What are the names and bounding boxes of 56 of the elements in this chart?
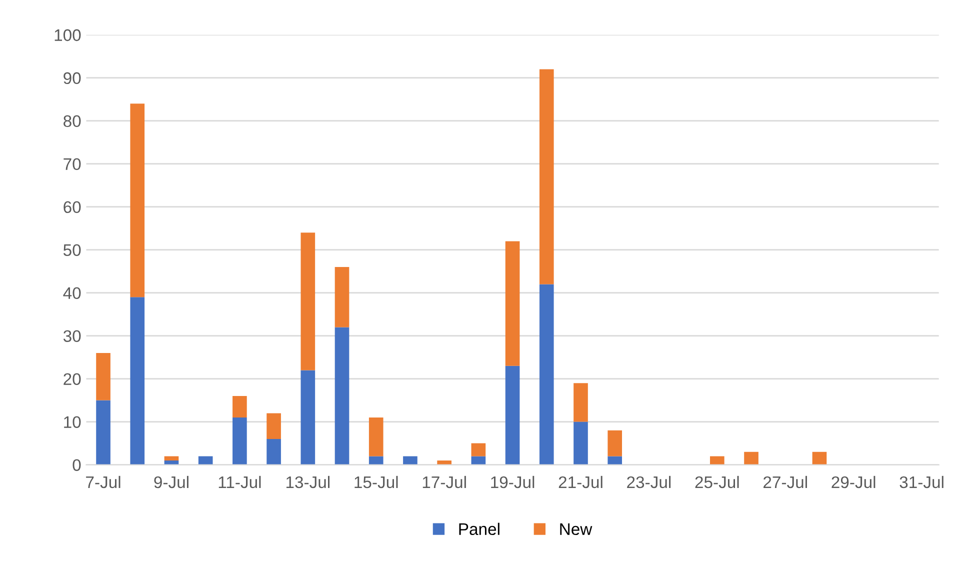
bar	[130, 297, 145, 465]
bar	[812, 452, 827, 465]
x-tick-label: 17-Jul	[422, 476, 466, 488]
bar	[471, 456, 486, 465]
bar	[539, 284, 554, 465]
bar	[334, 327, 350, 465]
bar	[710, 456, 724, 465]
x-tick-label: 25-Jul	[695, 476, 739, 488]
bar	[574, 422, 588, 465]
bar	[368, 418, 384, 456]
y-tick-label: 50	[63, 244, 81, 256]
y-tick-label: 100	[54, 29, 81, 42]
bar	[368, 456, 384, 465]
y-tick-label: 0	[72, 459, 81, 472]
bar	[300, 232, 316, 370]
bar	[539, 69, 554, 284]
bar	[300, 370, 316, 465]
x-tick-label: 7-Jul	[86, 476, 120, 488]
bar	[232, 396, 247, 418]
x-tick-label: 9-Jul	[154, 476, 188, 488]
y-tick-label: 20	[64, 373, 81, 386]
y-tick-label: 90	[64, 72, 81, 84]
x-tick-label: 23-Jul	[627, 476, 671, 488]
y-tick-label: 40	[63, 287, 81, 300]
bar	[574, 383, 588, 422]
x-tick-label: 15-Jul	[354, 476, 398, 488]
y-tick-label: 60	[64, 201, 81, 214]
y-tick-label: 70	[64, 158, 81, 170]
x-tick-label: 13-Jul	[286, 476, 330, 488]
y-tick-label: 10	[64, 416, 81, 428]
bar	[198, 456, 213, 465]
bar	[232, 418, 247, 465]
bar	[505, 366, 520, 465]
bar	[266, 439, 281, 465]
bar	[164, 456, 179, 460]
x-tick-label: 29-Jul	[832, 476, 876, 488]
bar	[130, 104, 145, 298]
x-tick-label: 21-Jul	[558, 476, 602, 488]
x-tick-label: 27-Jul	[764, 476, 807, 488]
bar	[96, 400, 110, 465]
y-tick-label: 30	[63, 330, 81, 342]
bar	[471, 443, 486, 456]
x-tick-label: 11-Jul	[218, 476, 261, 488]
bar	[608, 430, 622, 456]
bar	[744, 452, 758, 465]
bar	[608, 456, 622, 465]
bar	[266, 413, 281, 440]
bar	[334, 267, 350, 328]
x-tick-label: 19-Jul	[491, 476, 534, 488]
x-tick-label: 31-Jul	[900, 476, 944, 488]
legend-label: Panel	[459, 522, 500, 536]
legend-label: New	[560, 523, 592, 536]
bar	[505, 241, 520, 366]
bar	[96, 353, 110, 400]
bar	[403, 456, 418, 465]
y-tick-label: 80	[64, 115, 81, 128]
